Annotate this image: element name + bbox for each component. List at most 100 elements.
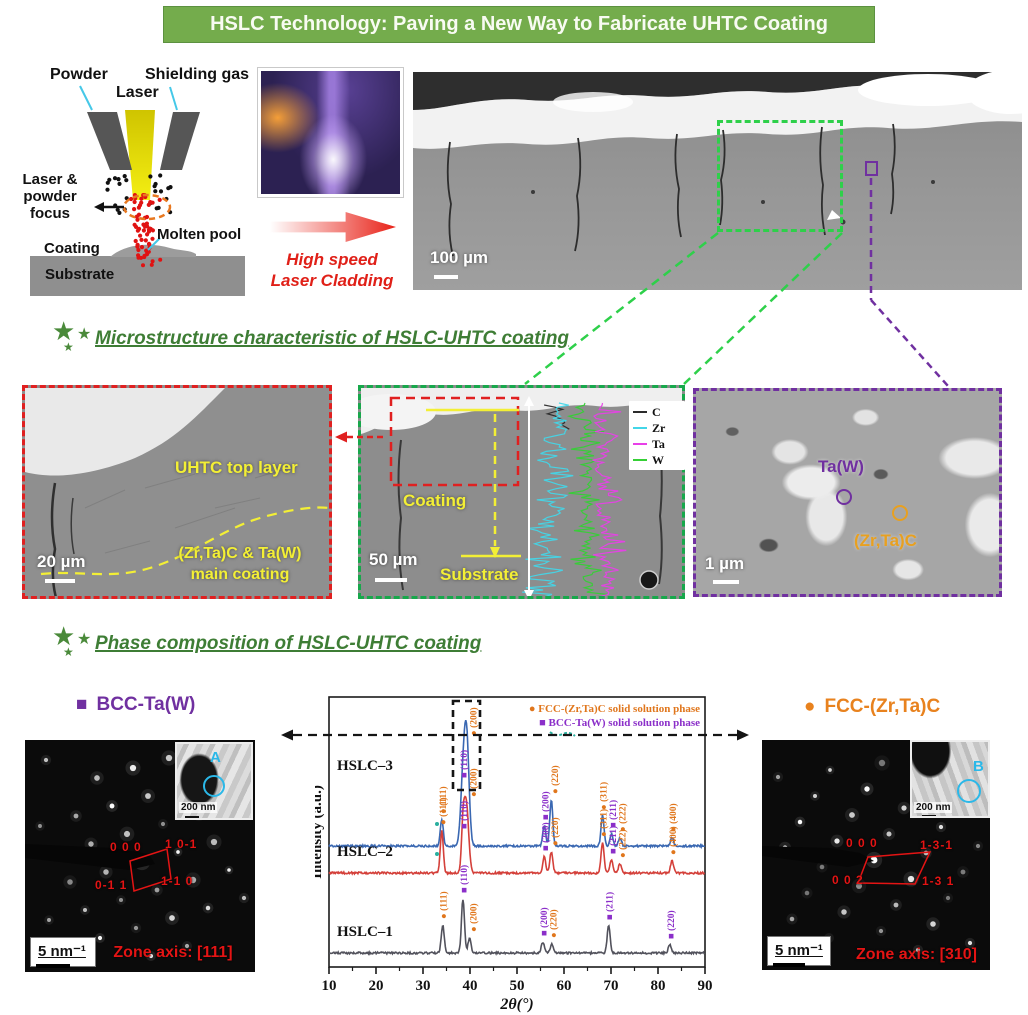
peak-hkl-label: ■ (200) <box>540 822 551 851</box>
peak-hkl-label: ● (222) <box>618 803 629 832</box>
substrate-block <box>30 256 245 296</box>
peak-hkl-label: ■ (220) <box>666 910 677 939</box>
legend-color-line <box>633 443 647 445</box>
star-icon: ★ <box>77 631 92 648</box>
star-icon: ★ <box>63 645 74 659</box>
peak-hkl-label: ● (311) <box>599 809 610 837</box>
saed-pattern-fcc: 0 0 0 1-3-1 0 0 2 1-3 1 Zone axis: [310]… <box>762 740 990 970</box>
spot-label: 0 0 2 <box>832 873 864 887</box>
spot-label: 1 0-1 <box>165 837 198 851</box>
inset-b-circle <box>957 779 981 803</box>
xrd-plot: 10 20 30 40 50 60 70 80 90 2θ(°) Intensity (a.u.) ●… <box>315 696 713 1013</box>
eds-legend-row: Ta <box>633 436 683 452</box>
inset-a-label: A <box>210 749 221 766</box>
spot-label: 0 0 0 <box>110 840 142 854</box>
peak-hkl-label: ■ (110) <box>459 801 470 829</box>
coating-label: Coating <box>44 240 100 257</box>
shielding-gas-label: Shielding gas <box>145 66 250 83</box>
bcc-square-marker: ■ <box>76 694 88 715</box>
red-panel-scale-text: 20 µm <box>37 552 86 571</box>
green-panel-scale-text: 50 µm <box>369 550 418 569</box>
left-nozzle <box>87 112 132 170</box>
x-tick-label: 10 <box>322 978 337 994</box>
right-nozzle <box>160 112 200 170</box>
peak-hkl-label: ● (111) <box>438 797 449 825</box>
x-axis-title: 2θ(°) <box>499 996 533 1013</box>
peak-hkl-label: ● (220) <box>550 817 561 846</box>
x-tick-label: 20 <box>369 978 384 994</box>
overview-scale-text: 100 µm <box>430 248 488 267</box>
inset-b-scale-text: 200 nm <box>914 802 953 813</box>
spot-label: 0-1 1 <box>95 878 128 892</box>
purple-connector-line <box>870 299 949 387</box>
legend-element-label: W <box>652 452 664 467</box>
x-tick-label: 30 <box>416 978 431 994</box>
layer-boundary-dashed-line <box>40 506 329 576</box>
right-arrowhead <box>737 729 749 741</box>
laser-cladding-schematic <box>30 85 245 296</box>
beam-stop <box>762 846 874 867</box>
coating-region-label: Coating <box>403 491 467 510</box>
eds-legend-row: Zr <box>633 420 683 436</box>
high-speed-caption: High speed Laser Cladding <box>270 250 394 291</box>
coating-cross-section-panel: Coating Substrate 50 µm C Zr Ta W <box>358 385 685 599</box>
star-icon: ★ <box>52 316 76 346</box>
peak-hkl-label: ● (111) <box>439 891 450 919</box>
y-axis-title: Intensity (a.u.) <box>315 785 325 879</box>
coating-bump <box>110 244 196 257</box>
inset-a-scale-text: 200 nm <box>179 802 218 813</box>
tem-inset-a: A 200 nm <box>175 742 253 820</box>
legend-element-label: Zr <box>652 420 666 435</box>
x-tick-label: 80 <box>651 978 666 994</box>
section-title-microstructure: Microstructure characteristic of HSLC-UH… <box>95 328 570 349</box>
substrate-region-label: Substrate <box>440 565 519 584</box>
xrd-series-HSLC–3 <box>328 719 706 850</box>
xrd-frame <box>328 696 706 968</box>
molten-pool-pointer-line <box>147 237 161 251</box>
spot-label: 1-3-1 <box>920 838 954 852</box>
red-connector-arrowhead <box>335 431 347 443</box>
uhtc-top-layer-sem-panel: UHTC top layer (Zr,Ta)C & Ta(W) main coa… <box>22 385 332 599</box>
xrd-series-HSLC–2 <box>328 795 706 876</box>
high-mag-sem-panel: Ta(W) (Zr,Ta)C 1 µm <box>693 388 1002 597</box>
series-name-label: HSLC–2 <box>337 844 393 860</box>
peak-hkl-label: ■ (110) <box>459 865 470 893</box>
eds-legend: C Zr Ta W <box>629 401 685 470</box>
inset-a-circle <box>203 775 225 797</box>
focus-label: Laser & powder focus <box>22 171 78 222</box>
uhtc-top-layer-label: UHTC top layer <box>175 458 298 477</box>
peak-hkl-label: ● (111) <box>438 786 449 814</box>
molten-pool-label: Molten pool <box>157 226 242 243</box>
molten-pool-particles <box>129 193 163 268</box>
unit-cell-outline <box>856 851 932 885</box>
taw-spot-circle <box>836 489 852 505</box>
peak-hkl-label: ● (400) <box>668 826 679 855</box>
overview-sem-texture <box>413 72 1022 257</box>
peak-hkl-label: ■ (211) <box>608 800 619 828</box>
overview-scale-bar <box>434 275 458 279</box>
peak-hkl-label: ■ (200) <box>540 791 551 820</box>
xrd-legend-entry: ● FCC-(Zr,Ta)C solid solution phase <box>529 703 700 715</box>
peak-hkl-label: ● (200) <box>468 768 479 797</box>
star-icon: ★ <box>63 340 74 354</box>
main-peak-highlight-box <box>451 699 482 792</box>
spot-label: 1-3 1 <box>922 874 955 888</box>
inset-a-scale-bar <box>185 816 199 818</box>
unit-cell-outline <box>129 848 172 892</box>
x-tick-label: 50 <box>510 978 525 994</box>
eds-legend-row: W <box>633 452 683 468</box>
fracture-sem-texture <box>25 388 329 596</box>
series-name-label: HSLC–1 <box>337 924 393 940</box>
peak-hkl-label: ● (311) <box>599 782 610 810</box>
zone-axis-label: Zone axis: [310] <box>856 946 977 963</box>
zoom-box-red <box>389 396 520 487</box>
peak-hkl-label: ● (220) <box>548 909 559 938</box>
saed-pattern-bcc: 0 0 0 1 0-1 0-1 1 1-1 0 Zone axis: [111]… <box>25 740 255 972</box>
fcc-circle-marker: ● <box>804 696 816 717</box>
legend-color-line <box>633 427 647 429</box>
laser-label: Laser <box>116 84 159 101</box>
peak-hkl-label: ● (220) <box>550 765 561 794</box>
peak-hkl-label: ■ (200) <box>539 907 550 936</box>
green-panel-scale-bar <box>375 578 407 582</box>
